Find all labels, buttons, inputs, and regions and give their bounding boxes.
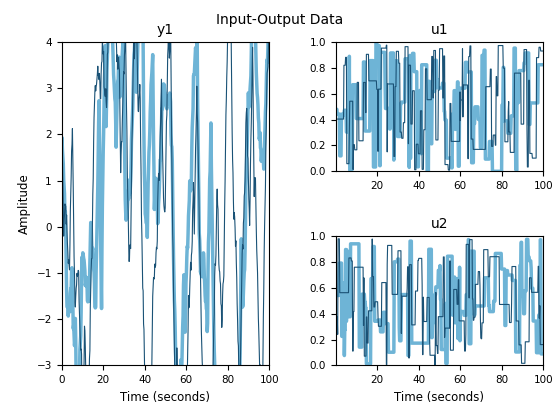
Title: u1: u1	[431, 23, 448, 37]
Y-axis label: Amplitude: Amplitude	[18, 173, 31, 234]
X-axis label: Time (seconds): Time (seconds)	[394, 391, 484, 404]
X-axis label: Time (seconds): Time (seconds)	[120, 391, 211, 404]
Title: y1: y1	[157, 23, 174, 37]
Title: u2: u2	[431, 217, 448, 231]
Text: Input-Output Data: Input-Output Data	[216, 13, 344, 26]
